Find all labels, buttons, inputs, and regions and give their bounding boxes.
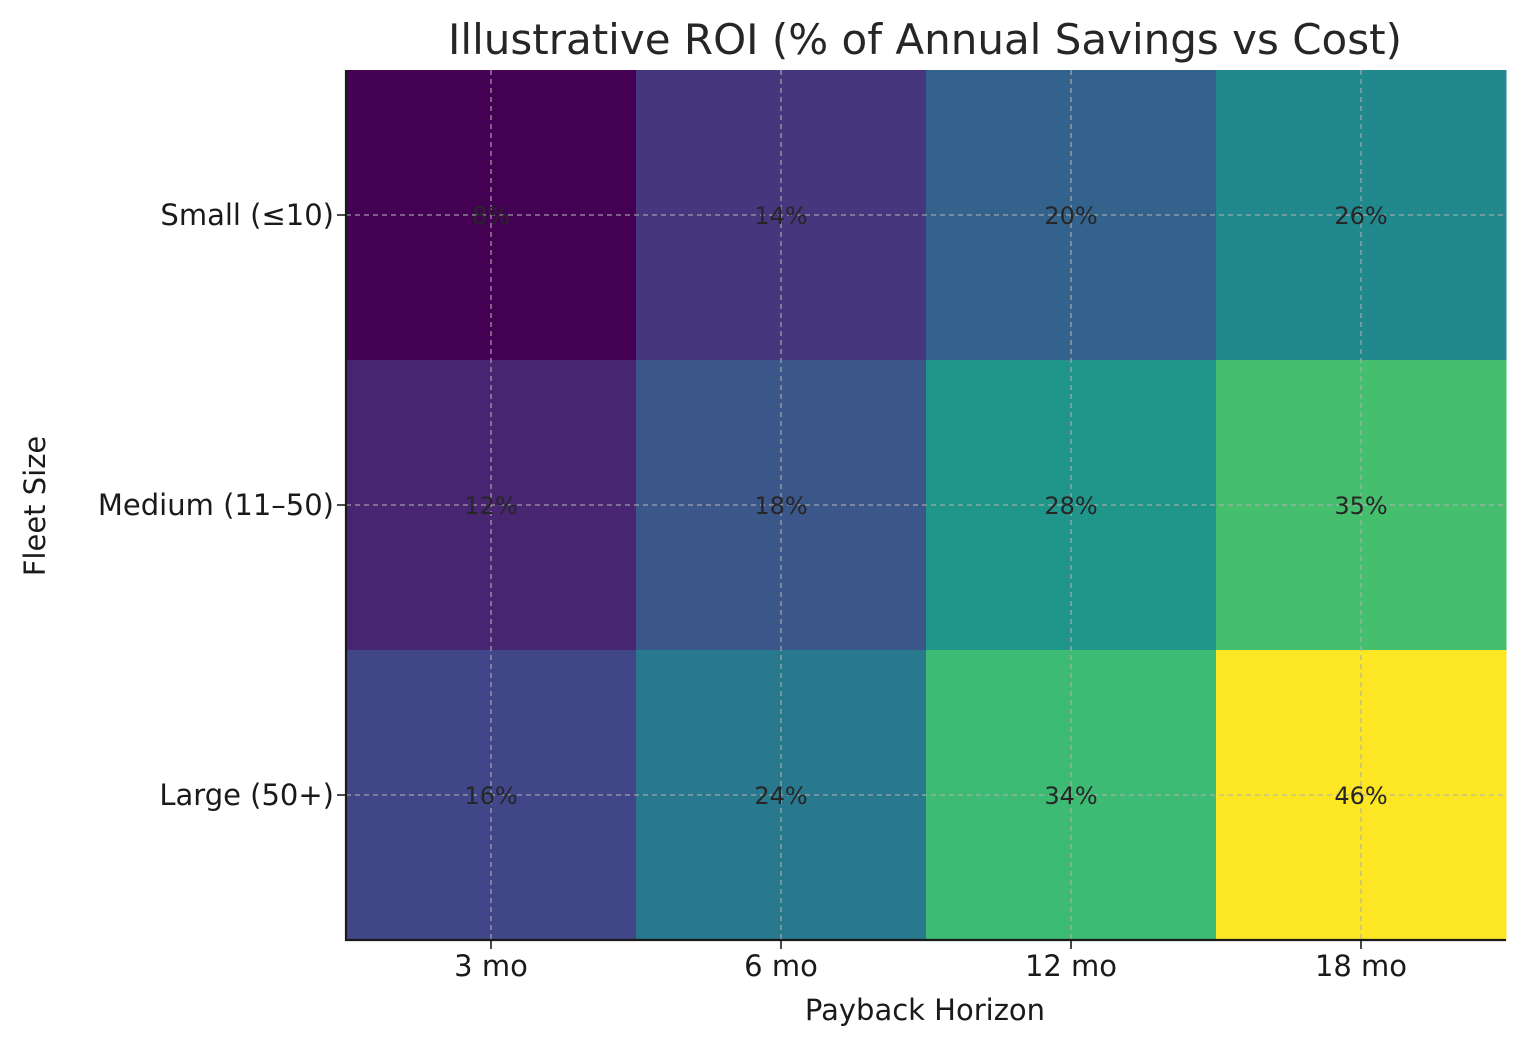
cell-value-label: 34% bbox=[1044, 782, 1097, 810]
y-axis-label: Fleet Size bbox=[18, 436, 52, 577]
cell-value-label: 26% bbox=[1334, 202, 1387, 230]
y-tick-label: Small (≤10) bbox=[160, 198, 334, 232]
cell-value-label: 8% bbox=[472, 202, 510, 230]
chart-title: Illustrative ROI (% of Annual Savings vs… bbox=[448, 15, 1402, 64]
x-tick-label: 18 mo bbox=[1315, 949, 1407, 983]
x-tick-label: 6 mo bbox=[744, 949, 818, 983]
cell-value-label: 35% bbox=[1334, 492, 1387, 520]
y-tick-label: Medium (11–50) bbox=[98, 488, 334, 522]
cell-value-label: 14% bbox=[754, 202, 807, 230]
cell-value-label: 46% bbox=[1334, 782, 1387, 810]
cell-value-label: 18% bbox=[754, 492, 807, 520]
cell-value-label: 20% bbox=[1044, 202, 1097, 230]
cell-value-label: 12% bbox=[464, 492, 517, 520]
cell-value-label: 28% bbox=[1044, 492, 1097, 520]
cell-value-label: 16% bbox=[464, 782, 517, 810]
x-tick-label: 12 mo bbox=[1025, 949, 1117, 983]
y-tick-label: Large (50+) bbox=[159, 778, 334, 812]
x-tick-label: 3 mo bbox=[454, 949, 528, 983]
cell-value-label: 24% bbox=[754, 782, 807, 810]
x-axis-label: Payback Horizon bbox=[805, 993, 1045, 1027]
